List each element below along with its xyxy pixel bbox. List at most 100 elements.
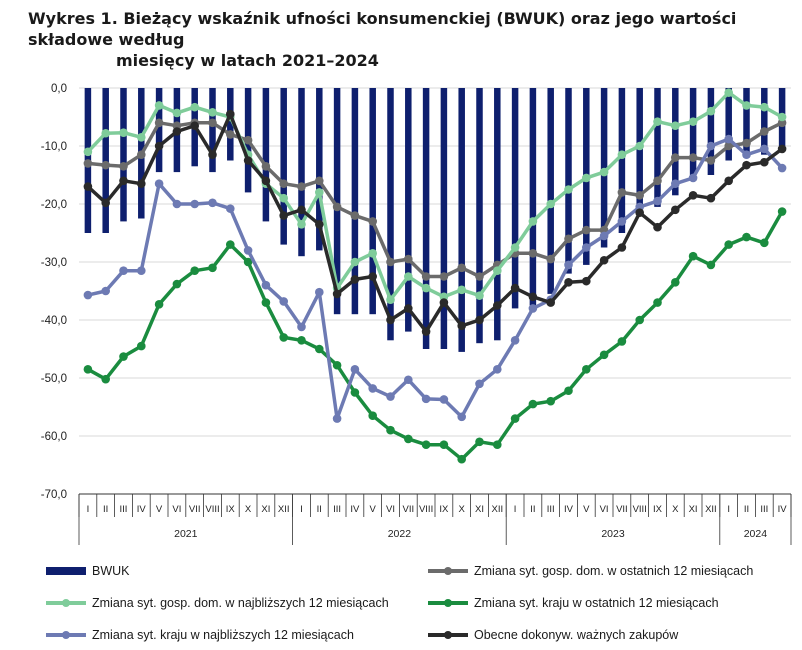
series-point [83, 182, 93, 191]
series-point [315, 287, 324, 297]
series-point [760, 157, 769, 167]
x-month-label: X [459, 504, 466, 515]
series-point [154, 118, 164, 128]
legend-label-gosp-dom-ostatnie: Zmiana syt. gosp. dom. w ostatnich 12 mi… [474, 564, 754, 578]
bar-bwuk [387, 88, 394, 341]
series-point [350, 388, 360, 397]
series-point [404, 254, 413, 264]
series-point [617, 337, 627, 346]
series-point [297, 336, 306, 345]
bar-bwuk [458, 88, 465, 352]
series-point [635, 315, 644, 325]
series-point [137, 150, 146, 159]
series-point [546, 396, 555, 406]
series-point [101, 128, 110, 138]
series-point [635, 141, 644, 151]
x-month-label: III [120, 504, 128, 515]
bar-bwuk [565, 88, 572, 274]
x-month-label: II [317, 504, 322, 515]
series-point [475, 437, 484, 447]
series-point [279, 333, 289, 342]
x-year-label: 2023 [601, 528, 625, 540]
series-point [528, 292, 538, 302]
x-month-label: I [514, 504, 517, 515]
legend-item-zakupy: Obecne dokonyw. ważnych zakupów [426, 626, 678, 644]
series-point [671, 121, 680, 130]
x-month-label: XII [278, 504, 290, 515]
series-point [137, 266, 146, 276]
bar-bwuk [155, 88, 163, 173]
legend-label-kraj-ostatnie: Zmiana syt. kraju w ostatnich 12 miesiąc… [474, 596, 719, 610]
x-month-label: II [103, 504, 108, 515]
bar-bwuk [227, 88, 234, 161]
series-point [457, 412, 467, 422]
series-point [332, 360, 342, 370]
series-point [724, 88, 733, 97]
series-point [350, 257, 360, 267]
bar-bwuk [333, 88, 341, 315]
x-month-label: IX [226, 504, 236, 515]
series-point [190, 102, 199, 112]
series-point [350, 365, 360, 374]
series-point [404, 304, 413, 313]
series-point [475, 379, 484, 389]
series-point [510, 283, 520, 293]
series-point [421, 283, 431, 293]
bar-bwuk [618, 88, 626, 233]
x-year-label: 2024 [744, 528, 768, 540]
y-tick-label: -10,0 [41, 141, 67, 153]
series-point [261, 176, 271, 186]
series-point [332, 414, 342, 423]
x-month-label: III [760, 504, 768, 515]
y-tick-label: 0,0 [51, 83, 67, 95]
series-point [724, 240, 733, 249]
bar-bwuk [316, 88, 323, 251]
x-month-label: IX [439, 504, 449, 515]
series-point [493, 301, 502, 310]
x-month-label: VI [172, 504, 181, 515]
series-point [564, 278, 573, 287]
series-point [101, 160, 110, 170]
series-point [617, 243, 627, 252]
y-tick-label: -20,0 [41, 199, 67, 211]
x-month-label: XII [491, 504, 503, 515]
series-point [688, 251, 698, 261]
series-point [617, 150, 627, 159]
x-month-label: X [672, 504, 679, 515]
series-point [724, 134, 733, 144]
series-point [582, 276, 591, 286]
series-line [87, 210, 784, 461]
series-point [457, 263, 467, 273]
series-point [582, 173, 591, 183]
series-point [510, 243, 520, 252]
legend-item-gosp-dom-najblizsze: Zmiana syt. gosp. dom. w najbliższych 12… [44, 594, 389, 612]
bar-bwuk [725, 88, 732, 161]
legend-swatch-line [428, 567, 468, 575]
bar-bwuk [422, 88, 430, 349]
series-point [208, 108, 217, 117]
series-point [368, 411, 378, 421]
series-point [671, 205, 680, 215]
legend-label-bwuk: BWUK [92, 564, 130, 578]
series-point [493, 365, 502, 374]
series-point [101, 198, 110, 208]
series-point [582, 243, 591, 252]
series-point [404, 272, 413, 281]
series-point [226, 240, 235, 249]
series-point [297, 182, 306, 191]
y-tick-label: -50,0 [41, 373, 67, 385]
series-point [119, 162, 128, 171]
series-point [315, 344, 324, 354]
series-point [546, 254, 555, 264]
legend-item-gosp-dom-ostatnie: Zmiana syt. gosp. dom. w ostatnich 12 mi… [426, 562, 753, 580]
title-line-1: Wykres 1. Bieżący wskaźnik ufności konsu… [28, 9, 737, 49]
series-point [368, 384, 378, 393]
bar-bwuk [761, 88, 768, 155]
series-point [546, 199, 555, 209]
series-point [706, 156, 716, 165]
series-point [777, 207, 787, 216]
series-point [404, 375, 413, 385]
x-month-label: V [583, 504, 590, 515]
bar-bwuk [707, 88, 715, 175]
